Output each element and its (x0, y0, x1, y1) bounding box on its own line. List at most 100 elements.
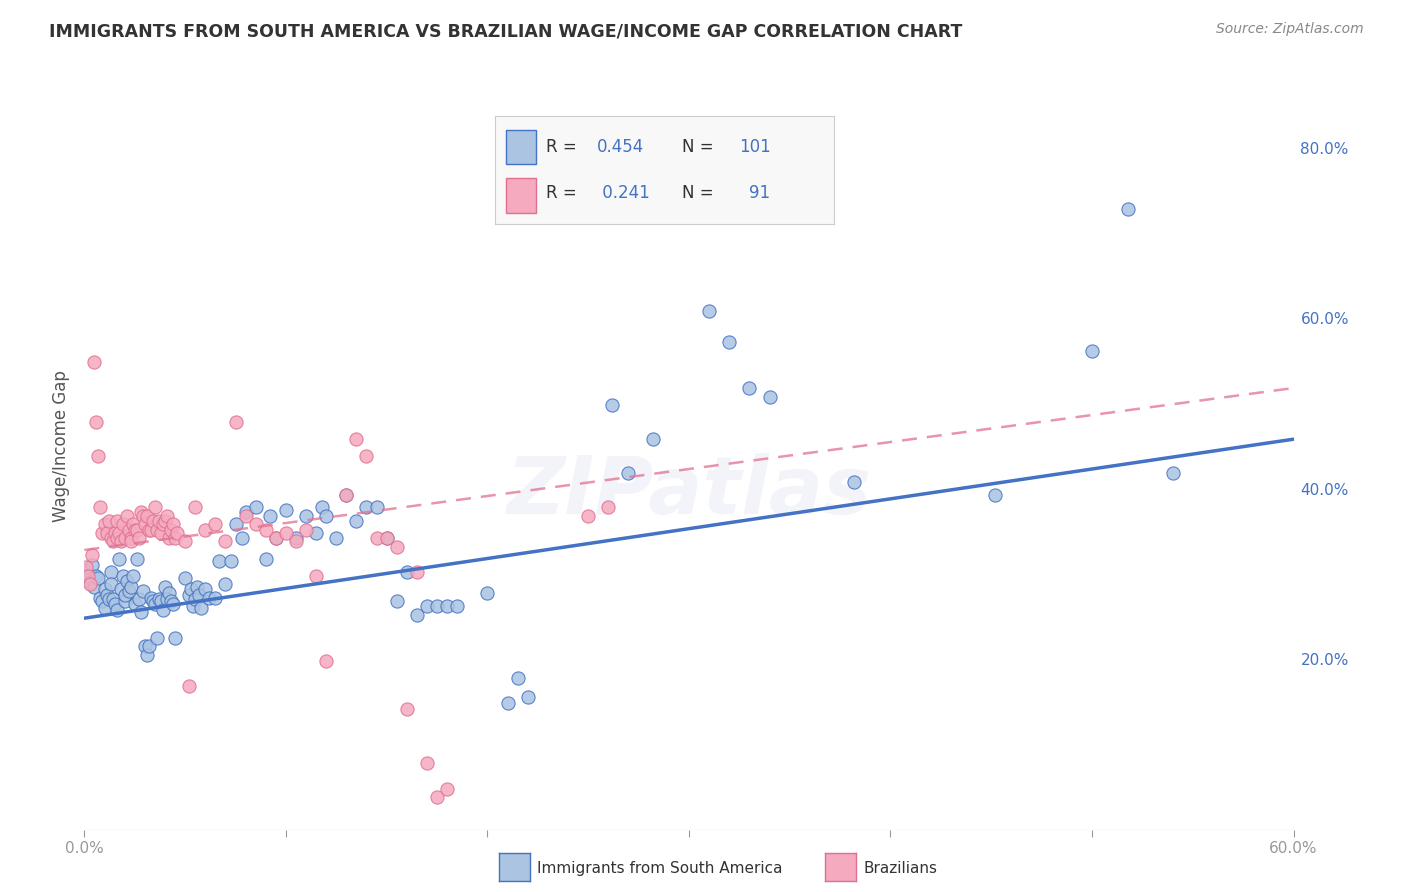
Point (162, 517, 184, 532)
Point (718, 334, 741, 349)
Point (225, 415, 247, 429)
Point (477, 585, 499, 599)
Point (110, 534, 132, 549)
Point (120, 580, 142, 594)
Point (641, 432, 664, 446)
Point (184, 592, 207, 607)
Point (204, 591, 226, 605)
Point (346, 432, 368, 446)
Point (506, 671, 529, 685)
Point (198, 591, 221, 605)
Point (143, 597, 166, 611)
Point (186, 580, 208, 594)
Point (86, 415, 108, 429)
Text: IMMIGRANTS FROM SOUTH AMERICA VS BRAZILIAN WAGE/INCOME GAP CORRELATION CHART: IMMIGRANTS FROM SOUTH AMERICA VS BRAZILI… (49, 22, 963, 40)
Point (89, 591, 111, 605)
Point (115, 574, 138, 588)
Point (156, 508, 179, 523)
Point (91, 594, 114, 608)
Point (165, 631, 187, 645)
Point (93, 582, 115, 597)
Point (385, 540, 408, 554)
Point (114, 588, 136, 602)
Point (124, 523, 146, 537)
Point (697, 304, 720, 318)
Point (114, 594, 136, 608)
Point (87, 449, 110, 463)
Point (395, 565, 418, 579)
Point (315, 654, 337, 668)
Point (138, 523, 160, 537)
Point (107, 525, 129, 540)
Point (134, 517, 156, 532)
Point (110, 582, 132, 597)
Text: ZIPatlas: ZIPatlas (506, 453, 872, 531)
Point (1161, 467, 1184, 481)
Point (114, 531, 136, 545)
Text: Immigrants from South America: Immigrants from South America (537, 862, 783, 876)
Point (305, 568, 328, 582)
Point (101, 592, 124, 607)
Point (104, 525, 127, 540)
Point (101, 534, 124, 549)
Point (426, 599, 449, 614)
Point (146, 523, 169, 537)
Point (245, 517, 267, 532)
Point (165, 531, 187, 545)
Point (366, 531, 388, 545)
Point (86, 568, 108, 582)
Point (235, 508, 257, 523)
Point (245, 500, 267, 515)
Point (162, 597, 184, 611)
Point (149, 594, 172, 608)
Point (77, 568, 100, 582)
Point (436, 781, 458, 796)
Point (496, 697, 519, 711)
Point (96, 588, 118, 602)
Point (204, 517, 226, 532)
Point (135, 508, 157, 523)
Point (129, 605, 152, 619)
Point (82, 558, 104, 573)
Point (146, 631, 169, 645)
Point (107, 551, 129, 566)
Point (295, 508, 318, 523)
Point (142, 514, 165, 528)
Point (184, 500, 207, 515)
Point (149, 525, 172, 540)
Point (194, 523, 217, 537)
Point (105, 531, 128, 545)
Point (180, 582, 202, 597)
Point (174, 534, 197, 549)
Point (179, 679, 201, 693)
Point (132, 583, 155, 598)
Point (153, 580, 176, 594)
Point (157, 585, 180, 599)
Point (135, 648, 157, 662)
Point (214, 534, 236, 549)
Point (285, 534, 308, 549)
Point (143, 500, 166, 515)
Point (231, 531, 253, 545)
Point (375, 531, 398, 545)
Point (285, 531, 308, 545)
Point (105, 514, 128, 528)
Point (120, 531, 142, 545)
Point (738, 381, 761, 395)
Point (83, 580, 105, 594)
Point (148, 514, 170, 528)
Point (157, 531, 180, 545)
Point (77, 571, 100, 585)
Point (121, 517, 143, 532)
Point (160, 594, 183, 608)
Point (115, 508, 138, 523)
Point (335, 488, 357, 502)
Point (104, 597, 127, 611)
Point (214, 577, 236, 591)
Point (128, 592, 150, 607)
Point (153, 514, 176, 528)
Point (100, 565, 122, 579)
Point (82, 548, 104, 562)
Point (1116, 202, 1139, 216)
Point (617, 467, 640, 481)
